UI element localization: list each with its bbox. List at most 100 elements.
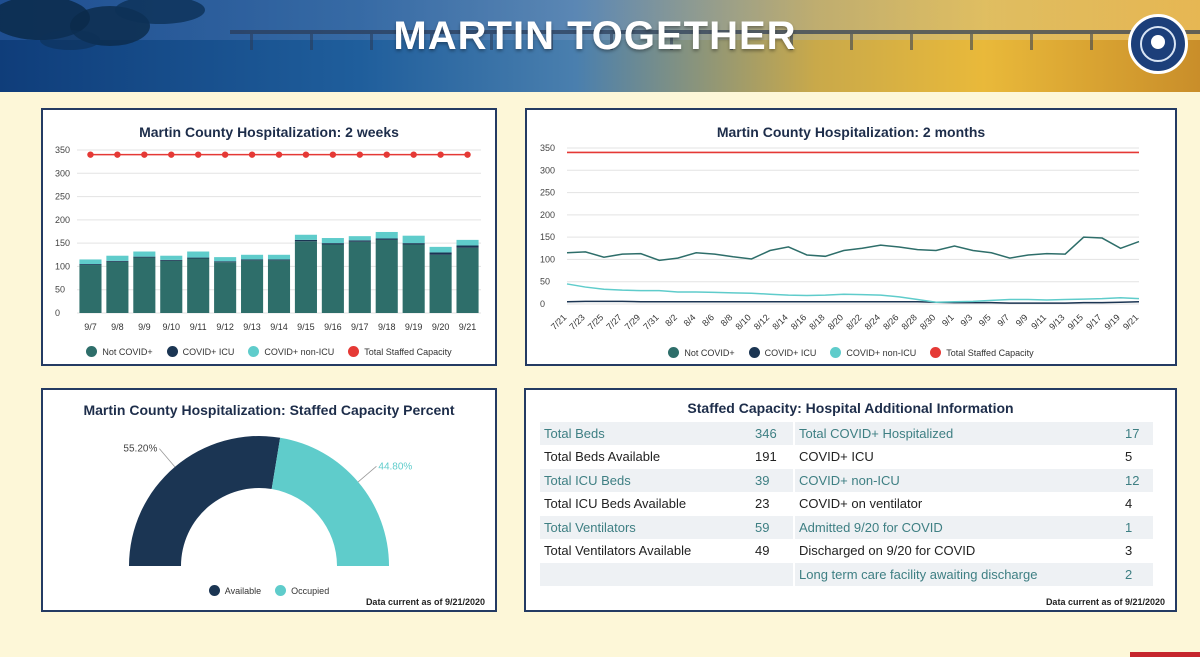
x-tick-label: 9/13	[1047, 312, 1066, 331]
table-row: Total Beds 346 Total COVID+ Hospitalized 17	[540, 422, 1153, 446]
footnote-info: Data current as of 9/21/2020	[1045, 597, 1165, 607]
y-tick-label: 200	[55, 215, 70, 225]
y-tick-label: 0	[540, 299, 545, 309]
bar-covid-icu	[79, 264, 102, 266]
x-tick-label: 8/8	[719, 312, 735, 328]
info-table: Total Beds 346 Total COVID+ Hospitalized 17…	[540, 422, 1153, 587]
bar-covid-icu	[294, 239, 317, 242]
bar-not-covid	[456, 247, 479, 313]
row-label-right: Discharged on 9/20 for COVID	[794, 539, 1121, 563]
x-tick-label: 9/10	[163, 322, 181, 332]
gauge-data-label: 55.20%	[123, 444, 157, 455]
point-capacity	[383, 151, 390, 158]
bar-covid-non-icu	[187, 251, 210, 258]
legend-swatch-not-covid	[86, 346, 98, 357]
table-row: Long term care facility awaiting dischar…	[540, 562, 1153, 587]
x-tick-label: 9/19	[1102, 312, 1121, 331]
legend-item-covid-non-icu: COVID+ non-ICU	[248, 346, 334, 357]
bar-not-covid	[375, 239, 398, 313]
y-tick-label: 300	[55, 168, 70, 178]
table-row: Total Ventilators Available 49 Discharged …	[540, 539, 1153, 563]
x-tick-label: 9/11	[190, 322, 207, 332]
y-tick-label: 350	[55, 145, 70, 155]
row-label: Total Ventilators Available	[540, 539, 751, 563]
legend-item-not-covid: Not COVID+	[668, 347, 735, 358]
legend-two-months: Not COVID+ COVID+ ICU COVID+ non-ICU Tot…	[527, 347, 1175, 358]
table-row: Total ICU Beds 39 COVID+ non-ICU 12	[540, 468, 1153, 493]
bar-covid-non-icu	[241, 254, 264, 260]
x-tick-label: 9/9	[1014, 312, 1030, 328]
capacity-gauge-chart: 55.20% 44.80%	[123, 436, 412, 566]
row-value-right: 5	[1121, 445, 1153, 469]
y-tick-label: 50	[55, 285, 65, 295]
row-value: 49	[751, 539, 795, 563]
seal-center	[1151, 35, 1165, 49]
two-weeks-bar-chart: 0 50 100 150 200 250 300 350 9/7 9/8 9/9 9/10 9/11 9/…	[55, 145, 481, 332]
gauge-slice-occupied	[271, 437, 389, 566]
legend-label: Not COVID+	[684, 347, 735, 358]
legend-label: COVID+ ICU	[182, 346, 235, 357]
row-label: Total Beds Available	[540, 445, 751, 469]
bar-covid-non-icu	[79, 259, 102, 265]
bottom-accent-bar	[1130, 652, 1200, 657]
bar-not-covid	[160, 260, 183, 313]
x-tick-label: 8/30	[918, 312, 937, 331]
bar-covid-icu	[160, 259, 183, 261]
line-covid-icu	[566, 300, 1140, 304]
x-tick-label: 9/8	[111, 322, 124, 332]
x-tick-label: 8/18	[807, 312, 826, 331]
bar-not-covid	[294, 241, 317, 313]
bar-covid-icu	[267, 259, 291, 261]
bar-not-covid	[214, 262, 237, 313]
row-label-right: Total COVID+ Hospitalized	[794, 422, 1121, 446]
point-capacity	[141, 151, 148, 158]
row-value: 191	[751, 445, 795, 469]
row-label: Total ICU Beds Available	[540, 492, 751, 516]
row-label-right: COVID+ non-ICU	[794, 468, 1121, 493]
legend-label: Total Staffed Capacity	[946, 347, 1034, 358]
x-tick-label: 9/7	[84, 322, 97, 332]
bar-covid-non-icu	[106, 255, 129, 261]
x-tick-label: 7/25	[586, 312, 605, 331]
panel-two-months: Martin County Hospitalization: 2 months …	[525, 108, 1177, 366]
row-label-right: Long term care facility awaiting dischar…	[794, 562, 1121, 587]
point-capacity	[168, 151, 175, 158]
bar-covid-icu	[133, 256, 156, 258]
x-tick-label: 8/26	[881, 312, 900, 331]
line-covid-non-icu	[566, 283, 1140, 303]
two-months-line-chart: 0 50 100 150 200 250 300 350 7/217/237/257/277/2…	[540, 143, 1140, 332]
x-tick-label: 9/17	[1084, 312, 1103, 331]
panel-capacity-percent: Martin County Hospitalization: Staffed C…	[41, 388, 497, 612]
point-capacity	[221, 151, 229, 158]
gauge-label-leader	[159, 448, 176, 468]
legend-label: Not COVID+	[102, 346, 153, 357]
x-tick-label: 9/3	[958, 312, 974, 328]
y-tick-label: 150	[540, 232, 555, 242]
x-tick-label: 9/20	[432, 322, 450, 332]
x-tick-label: 9/15	[1066, 312, 1085, 331]
y-tick-label: 150	[55, 238, 70, 248]
legend-label: COVID+ non-ICU	[264, 346, 335, 357]
row-value: 59	[751, 515, 795, 540]
seal-ring	[1140, 26, 1176, 62]
x-tick-label: 9/21	[459, 322, 477, 332]
bar-not-covid	[79, 265, 102, 313]
bar-covid-non-icu	[294, 234, 317, 240]
x-tick-label: 9/18	[378, 322, 396, 332]
y-tick-label: 50	[540, 277, 550, 287]
bar-covid-icu	[348, 240, 371, 242]
pier-silhouette	[230, 30, 1200, 50]
point-capacity	[114, 151, 121, 158]
chart-title-two-weeks: Martin County Hospitalization: 2 weeks	[139, 124, 399, 140]
legend-item-occupied: Occupied	[275, 585, 329, 596]
legend-label: Available	[224, 585, 262, 596]
legend-item-available: Available	[208, 585, 262, 596]
x-tick-label: 7/27	[604, 312, 623, 331]
legend-swatch-occupied	[275, 585, 287, 596]
bar-covid-icu	[429, 252, 452, 255]
x-tick-label: 8/16	[789, 312, 808, 331]
bar-covid-icu	[456, 245, 479, 248]
bar-covid-non-icu	[348, 236, 371, 241]
row-label-right: COVID+ on ventilator	[794, 492, 1121, 516]
bar-covid-non-icu	[160, 255, 183, 260]
